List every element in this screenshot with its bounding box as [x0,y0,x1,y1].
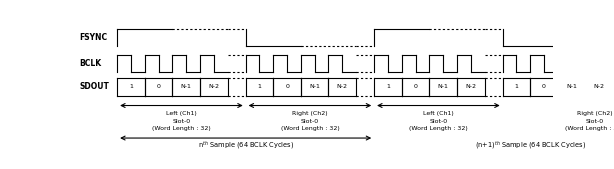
Text: 1: 1 [129,84,133,89]
Text: Right (Ch2): Right (Ch2) [577,111,612,116]
Text: N-2: N-2 [594,84,605,89]
Text: Left (Ch1): Left (Ch1) [423,111,454,116]
Text: Slot-0: Slot-0 [429,119,448,124]
Text: 1: 1 [257,84,262,89]
Text: SDOUT: SDOUT [79,82,109,91]
Text: (Word Length : 32): (Word Length : 32) [281,126,340,131]
Text: 0: 0 [414,84,418,89]
Text: N-1: N-1 [566,84,577,89]
Text: Slot-0: Slot-0 [301,119,319,124]
Text: N-2: N-2 [336,84,348,89]
Text: N-1: N-1 [309,84,320,89]
Text: (n+1)$^{th}$ Sample (64 BCLK Cycles): (n+1)$^{th}$ Sample (64 BCLK Cycles) [475,139,586,151]
Text: 0: 0 [285,84,289,89]
Text: 0: 0 [157,84,160,89]
Text: (Word Length : 32): (Word Length : 32) [409,126,468,131]
Text: N-2: N-2 [208,84,219,89]
Text: N-2: N-2 [465,84,476,89]
Text: 0: 0 [542,84,546,89]
Text: 1: 1 [386,84,390,89]
Text: BCLK: BCLK [79,59,101,68]
Text: n$^{th}$ Sample (64 BCLK Cycles): n$^{th}$ Sample (64 BCLK Cycles) [198,139,294,151]
Text: Left (Ch1): Left (Ch1) [166,111,197,116]
Text: N-1: N-1 [181,84,192,89]
Text: (Word Length : 32): (Word Length : 32) [565,126,614,131]
Text: Right (Ch2): Right (Ch2) [292,111,328,116]
Text: FSYNC: FSYNC [79,33,107,42]
Text: Slot-0: Slot-0 [173,119,190,124]
Text: (Word Length : 32): (Word Length : 32) [152,126,211,131]
Text: N-1: N-1 [438,84,449,89]
Text: Slot-0: Slot-0 [585,119,604,124]
Text: 1: 1 [515,84,518,89]
